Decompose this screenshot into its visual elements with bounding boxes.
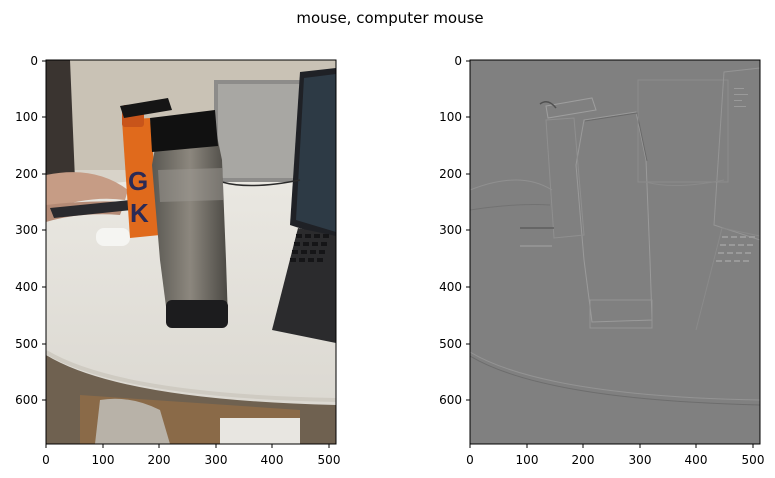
photo-x-tick-label: 500	[318, 453, 341, 467]
gradient-panel: 0 100 200 300 400 500 0 100 200 300 400 …	[439, 54, 764, 467]
svg-text:G: G	[128, 166, 148, 196]
photo-x-tick-label: 100	[92, 453, 115, 467]
gradient-y-tick-label: 500	[439, 337, 462, 351]
photo-y-tick-label: 100	[15, 110, 38, 124]
gradient-y-tick-label: 300	[439, 223, 462, 237]
gradient-x-tick-label: 400	[685, 453, 708, 467]
photo-image: G K	[46, 60, 336, 444]
gradient-image	[470, 60, 760, 444]
photo-y-tick-label: 600	[15, 393, 38, 407]
photo-x-tick-label: 300	[205, 453, 228, 467]
svg-text:K: K	[130, 198, 149, 228]
gradient-x-tick-label: 200	[572, 453, 595, 467]
gradient-x-tick-label: 500	[742, 453, 765, 467]
gradient-x-axis: 0 100 200 300 400 500	[466, 444, 764, 467]
gradient-y-tick-label: 0	[454, 54, 462, 68]
gradient-y-tick-label: 100	[439, 110, 462, 124]
photo-y-tick-label: 400	[15, 280, 38, 294]
photo-y-tick-label: 500	[15, 337, 38, 351]
gradient-y-tick-label: 200	[439, 167, 462, 181]
photo-axes-frame	[45, 59, 337, 445]
gradient-x-tick-label: 300	[629, 453, 652, 467]
photo-y-axis: 0 100 200 300 400 500 600	[15, 54, 46, 407]
gradient-y-tick-label: 400	[439, 280, 462, 294]
photo-y-tick-label: 300	[15, 223, 38, 237]
photo-panel: G K 0 100 200 300 400 500 0 100 200 300 …	[15, 54, 340, 467]
photo-x-axis: 0 100 200 300 400 500	[42, 444, 340, 467]
photo-y-tick-label: 200	[15, 167, 38, 181]
photo-x-tick-label: 400	[261, 453, 284, 467]
photo-y-tick-label: 0	[30, 54, 38, 68]
gradient-x-tick-label: 100	[516, 453, 539, 467]
gradient-y-axis: 0 100 200 300 400 500 600	[439, 54, 470, 407]
gradient-x-tick-label: 0	[466, 453, 474, 467]
photo-x-tick-label: 0	[42, 453, 50, 467]
figure-title: mouse, computer mouse	[296, 9, 483, 27]
gradient-axes-frame	[469, 59, 761, 445]
gradient-y-tick-label: 600	[439, 393, 462, 407]
photo-x-tick-label: 200	[148, 453, 171, 467]
